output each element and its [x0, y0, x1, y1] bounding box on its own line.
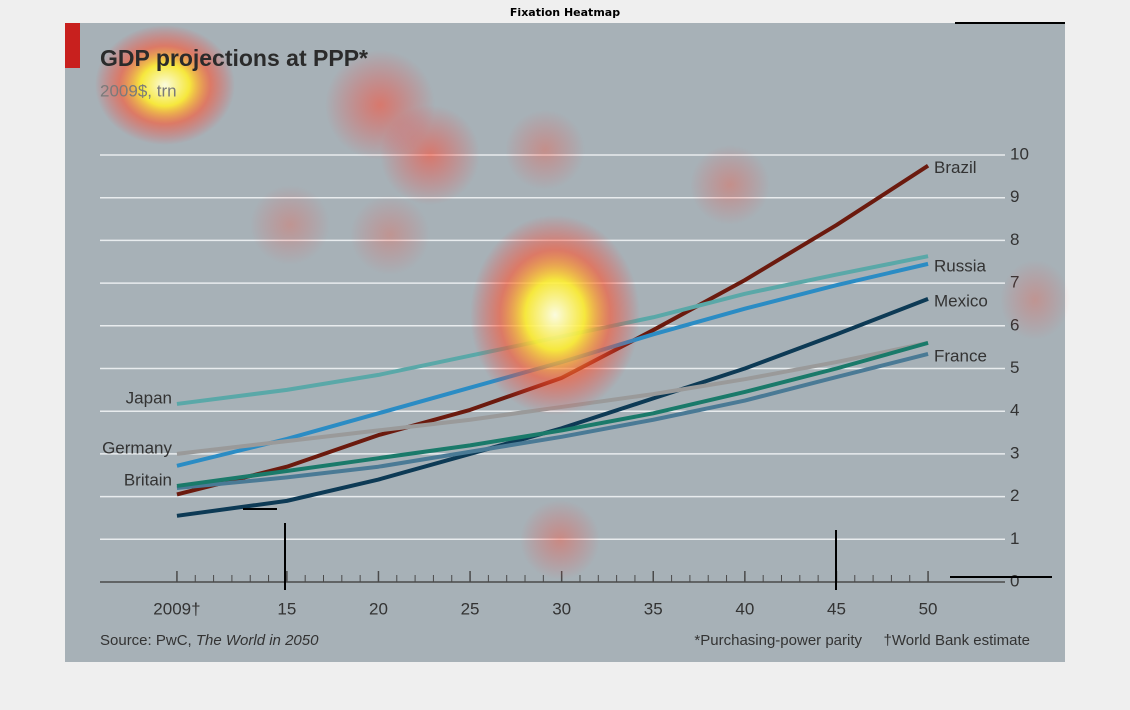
x-tick-label: 20 [369, 599, 388, 618]
x-tick-label: 50 [919, 599, 938, 618]
y-tick-label: 10 [1010, 144, 1029, 163]
fixation [380, 105, 480, 205]
series-line [176, 297, 929, 518]
series-label: Germany [102, 438, 172, 457]
footnote: *Purchasing-power parity [694, 632, 862, 649]
series-line [176, 340, 929, 488]
source-prefix: Source: PwC, [100, 632, 192, 649]
footnote: †World Bank estimate [884, 632, 1030, 649]
series-label: Russia [934, 256, 987, 275]
x-tick-label: 45 [827, 599, 846, 618]
chart-title: GDP projections at PPP* [100, 45, 368, 71]
y-tick-label: 3 [1010, 443, 1019, 462]
fixation [95, 25, 235, 145]
source: Source: PwC, The World in 2050 [100, 632, 319, 649]
fixation [505, 110, 585, 190]
chart-subtitle: 2009$, trn [100, 81, 177, 100]
x-tick-label: 35 [644, 599, 663, 618]
window-title: Fixation Heatmap [510, 6, 620, 19]
fixation [470, 215, 640, 415]
fixation [520, 500, 600, 580]
heatmap [95, 25, 1070, 580]
series-label: Mexico [934, 291, 988, 310]
y-tick-label: 8 [1010, 230, 1019, 249]
x-tick-label: 2009† [153, 599, 200, 618]
accent-bar [65, 23, 80, 68]
y-tick-label: 9 [1010, 187, 1019, 206]
series-line [176, 352, 929, 491]
y-tick-label: 2 [1010, 486, 1019, 505]
y-tick-label: 0 [1010, 571, 1019, 590]
source-work: The World in 2050 [196, 632, 319, 649]
x-tick-label: 25 [461, 599, 480, 618]
fixation [690, 145, 770, 225]
x-tick-label: 30 [552, 599, 571, 618]
y-tick-label: 1 [1010, 529, 1019, 548]
series-label: Brazil [934, 158, 977, 177]
fixation [350, 195, 430, 275]
x-tick-label: 15 [277, 599, 296, 618]
series-label: Japan [126, 388, 172, 407]
series-label: Britain [124, 470, 172, 489]
x-tick-label: 40 [735, 599, 754, 618]
artifacts [243, 22, 1065, 590]
series-label: France [934, 346, 987, 365]
fixation [1000, 260, 1070, 340]
y-tick-label: 5 [1010, 358, 1019, 377]
fixation [250, 185, 330, 265]
y-tick-label: 4 [1010, 401, 1019, 420]
